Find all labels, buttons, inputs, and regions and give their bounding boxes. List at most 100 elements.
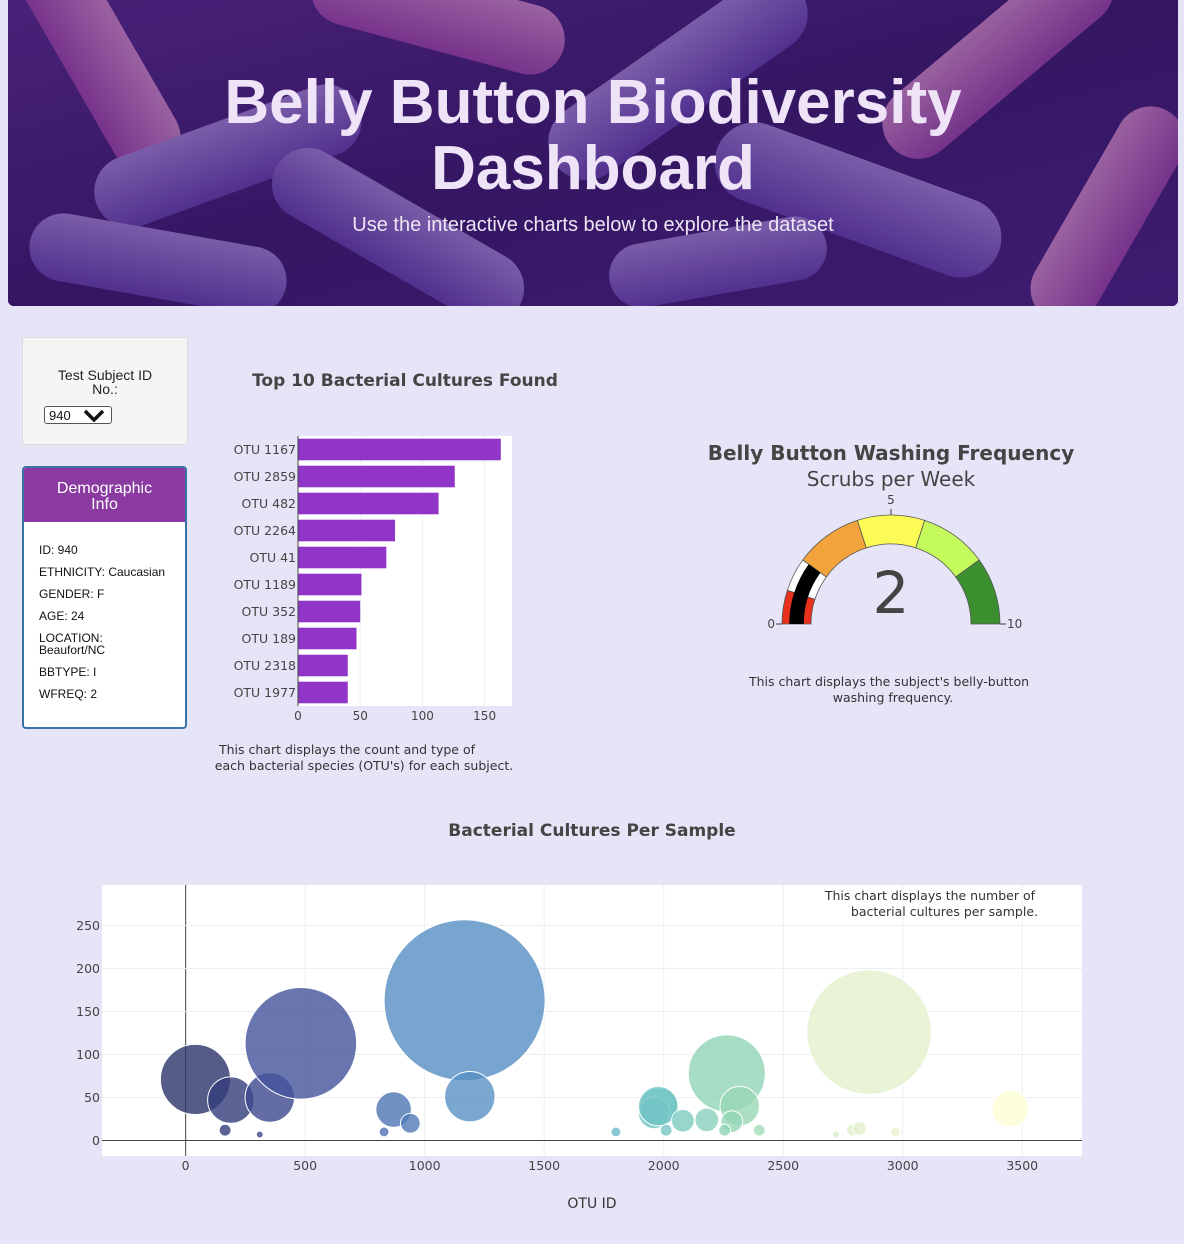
bar-mark [298, 546, 387, 569]
bubble-mark [610, 1126, 622, 1138]
bar-plot-area [298, 436, 512, 706]
bubble-x-tick-label: 1500 [528, 1158, 560, 1173]
bubble-x-axis-label: OTU ID [567, 1196, 616, 1212]
bubble-mark [852, 1121, 868, 1136]
bar-mark [298, 519, 396, 542]
bar-y-tick-label: OTU 2318 [234, 658, 296, 673]
demographic-title-line2: Info [91, 496, 118, 513]
gauge-chart: Belly Button Washing Frequency Scrubs pe… [708, 441, 1074, 705]
bubble-mark [890, 1126, 901, 1138]
bar-y-tick-label: OTU 482 [242, 496, 296, 511]
bar-y-tick-label: OTU 2264 [234, 523, 296, 538]
bar-mark [298, 600, 361, 623]
subject-selector-label-line1: Test Subject ID [57, 367, 153, 383]
subject-selector-panel: Test Subject ID No.: 940 [22, 337, 188, 445]
bubble-plot-area [102, 885, 1082, 1156]
bubble-mark [846, 1123, 859, 1137]
bar-x-tick-label: 150 [473, 709, 496, 723]
demographic-id: ID: 940 [39, 543, 78, 557]
bubble-mark [375, 1091, 412, 1128]
bubble-y-tick-label: 50 [84, 1090, 100, 1105]
bubble-mark [444, 1070, 496, 1123]
bar-y-tick-label: OTU 1189 [234, 577, 296, 592]
page-title-line1: Belly Button Biodiversity [224, 68, 962, 137]
demographic-title-line1: Demographic [56, 480, 153, 497]
bubble-x-tick-label: 3500 [1006, 1158, 1038, 1173]
bubble-mark [719, 1085, 760, 1127]
bar-mark [298, 573, 362, 596]
bubble-mark [718, 1123, 732, 1137]
bubble-y-tick-label: 0 [92, 1133, 100, 1148]
bar-mark [298, 492, 439, 515]
bubble-mark [637, 1085, 679, 1127]
bacteria-background-image [8, 0, 1178, 306]
gauge-tick-label: 10 [1007, 617, 1022, 631]
bubble-chart-title: Bacterial Cultures Per Sample [448, 821, 735, 841]
bar-y-tick-label: OTU 1977 [234, 685, 296, 700]
bubble-mark [244, 1072, 295, 1123]
bubble-mark [694, 1107, 720, 1133]
page-subtitle: Use the interactive charts below to expl… [352, 214, 834, 236]
bubble-mark [752, 1123, 766, 1137]
bubble-x-tick-label: 1000 [409, 1158, 441, 1173]
bubble-x-tick-label: 2500 [767, 1158, 799, 1173]
gauge-step [802, 519, 867, 578]
bubble-x-tick-label: 0 [182, 1158, 190, 1173]
bubble-mark [639, 1087, 679, 1127]
subject-id-value: 940 [49, 408, 71, 423]
subject-id-dropdown[interactable]: 940 [44, 406, 112, 424]
gauge-subtitle: Scrubs per Week [807, 467, 976, 491]
demographic-gender: GENDER: F [39, 587, 105, 601]
gauge-caption-line2: washing frequency. [833, 690, 954, 705]
demographic-info-panel: Demographic Info ID: 940 ETHNICITY: Cauc… [22, 466, 187, 729]
bubble-y-tick-label: 150 [76, 1004, 100, 1019]
bubble-chart: Bacterial Cultures Per Sample 0 500 1000 15… [76, 821, 1082, 1212]
bar-y-tick-label: OTU 41 [249, 550, 296, 565]
bar-y-tick-label: OTU 1167 [234, 442, 296, 457]
page-title: Belly Button Biodiversity Dashboard [8, 70, 1178, 202]
subject-selector-label-line2: No.: [92, 381, 118, 397]
bar-chart-caption-line2: each bacterial species (OTU's) for each … [215, 758, 513, 773]
bar-x-tick-label: 0 [294, 709, 302, 723]
gauge-tick-label: 0 [767, 617, 775, 631]
bubble-annotation-line1: This chart displays the number of [824, 888, 1036, 903]
gauge-step [955, 559, 1001, 625]
gauge-step [856, 514, 926, 549]
bubble-y-tick-label: 250 [76, 918, 100, 933]
bubble-mark [991, 1089, 1030, 1128]
subject-selector-label: Test Subject ID No.: [23, 368, 187, 396]
demographic-info-header: Demographic Info [24, 468, 185, 522]
bubble-mark [244, 986, 358, 1100]
gauge-step [781, 589, 816, 625]
bubble-x-tick-label: 3000 [887, 1158, 919, 1173]
bubble-y-tick-label: 100 [76, 1047, 100, 1062]
bubble-mark [159, 1043, 232, 1115]
bubble-mark [659, 1123, 673, 1137]
chevron-down-icon [83, 409, 105, 422]
bar-mark [298, 438, 501, 461]
demographic-age: AGE: 24 [39, 609, 85, 623]
bar-x-tick-label: 100 [411, 709, 434, 723]
bubble-mark [218, 1123, 232, 1137]
demographic-location-value: Beaufort/NC [39, 643, 106, 657]
bubble-mark [720, 1110, 744, 1133]
bar-y-tick-label: OTU 189 [242, 631, 297, 646]
bubble-x-tick-label: 2000 [648, 1158, 680, 1173]
bubble-mark [378, 1126, 390, 1138]
demographic-list: ID: 940 ETHNICITY: Caucasian GENDER: F A… [24, 522, 185, 700]
gauge-value-bar [789, 564, 821, 624]
demographic-bbtype: BBTYPE: I [39, 665, 97, 679]
gauge-tick-label: 5 [887, 493, 895, 507]
gauge-step [915, 519, 980, 578]
bar-mark [298, 627, 357, 650]
bar-mark [298, 681, 348, 704]
header-banner: Belly Button Biodiversity Dashboard Use … [8, 0, 1178, 306]
bar-mark [298, 465, 455, 488]
bubble-mark [399, 1112, 421, 1134]
gauge-step [786, 559, 827, 600]
bubble-mark [637, 1096, 671, 1130]
bubble-mark [670, 1108, 695, 1133]
bubble-mark [687, 1034, 766, 1113]
gauge-value: 2 [873, 559, 910, 627]
demographic-location-label: LOCATION: [39, 631, 103, 645]
